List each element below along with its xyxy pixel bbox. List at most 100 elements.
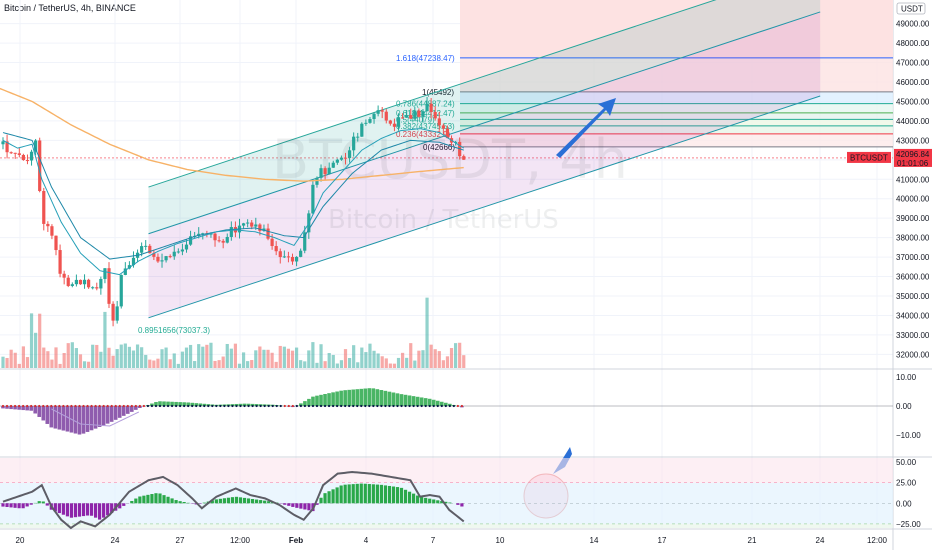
- macd-histogram-bar: [101, 406, 106, 426]
- time-tick-label: 12:00: [230, 536, 251, 545]
- candle-body: [339, 157, 344, 160]
- macd-dot: [166, 404, 170, 408]
- macd-dot: [215, 404, 218, 408]
- time-tick-label: 12:00: [867, 536, 888, 545]
- osc-histogram-bar: [9, 503, 13, 508]
- macd-dot: [299, 404, 302, 408]
- macd-histogram-bar: [351, 389, 356, 406]
- candle-body: [380, 110, 384, 112]
- macd-dot: [384, 404, 387, 408]
- macd-histogram-bar: [81, 406, 86, 434]
- volume-bar: [115, 349, 119, 368]
- osc-histogram-bar: [319, 497, 323, 504]
- macd-histogram-bar: [33, 406, 38, 414]
- chart-header-title: Bitcoin / TetherUS, 4h, BINANCE: [4, 3, 136, 13]
- macd-dot: [38, 404, 41, 408]
- macd-histogram-bar: [73, 406, 78, 434]
- macd-dot: [62, 404, 65, 408]
- volume-bar: [9, 349, 13, 368]
- price-tick-label: 46000.00: [896, 78, 930, 87]
- macd-dot: [408, 404, 411, 408]
- time-tick-label: 4: [364, 536, 369, 545]
- volume-bar: [62, 353, 66, 368]
- osc-histogram-bar: [343, 484, 347, 504]
- candle-body: [250, 222, 254, 227]
- candle-body: [111, 303, 115, 321]
- candle-body: [95, 287, 99, 289]
- candle-body: [217, 240, 221, 242]
- candle-body: [299, 250, 303, 257]
- osc-histogram-bar: [391, 486, 396, 504]
- fibonacci-retracement: 1.618(47238.47)1(45492)0.786(44887.24)0.…: [0, 0, 893, 335]
- candle-body: [286, 256, 291, 258]
- osc-histogram-bar: [81, 503, 86, 517]
- macd-dot: [74, 404, 77, 408]
- volume-bar: [347, 358, 352, 368]
- volume-bar: [82, 361, 87, 368]
- macd-histogram-bar: [202, 403, 207, 406]
- candle-body: [282, 256, 286, 258]
- candle-body: [58, 250, 62, 274]
- macd-dot: [348, 404, 351, 408]
- volume-bar: [388, 363, 392, 368]
- macd-dot: [303, 404, 307, 408]
- candle-body: [441, 125, 445, 129]
- macd-dot: [78, 404, 81, 408]
- macd-dot: [5, 404, 9, 408]
- osc-histogram-bar: [291, 503, 295, 507]
- macd-dot: [251, 404, 254, 408]
- macd-histogram-bar: [367, 388, 372, 406]
- macd-histogram-bar: [57, 406, 62, 430]
- macd-histogram-bar: [49, 406, 54, 428]
- macd-histogram-bar: [375, 389, 380, 406]
- time-tick-label: Feb: [289, 536, 303, 545]
- macd-dot: [356, 404, 359, 408]
- symbol-tag: [847, 151, 891, 163]
- macd-histogram-bar: [448, 403, 452, 406]
- watermark-name: Bitcoin / TetherUS: [328, 205, 559, 235]
- candle-body: [413, 110, 417, 119]
- macd-dot: [118, 404, 121, 408]
- volume-bar: [156, 358, 160, 368]
- osc-histogram-bar: [69, 503, 74, 518]
- countdown-value: 01:01:06: [897, 159, 929, 168]
- volume-bar: [384, 358, 388, 368]
- macd-dot: [352, 404, 355, 408]
- macd-dot: [130, 404, 133, 408]
- macd-histogram-bar: [182, 402, 186, 406]
- macd-histogram-bar: [315, 395, 319, 406]
- volume-bar: [233, 343, 238, 368]
- macd-histogram-bar: [427, 398, 432, 406]
- fib-bottom-label: 0.8951656(73037.3): [138, 326, 210, 335]
- volume-bar: [437, 351, 441, 368]
- macd-dot: [283, 404, 286, 408]
- macd-histogram-bar: [303, 401, 307, 406]
- price-axis: 49000.00 48000.00 47000.00 46000.00 45000.00…: [847, 2, 932, 529]
- candle-body: [241, 223, 246, 226]
- fib-zone: [460, 125, 893, 134]
- osc-histogram-bar: [162, 495, 166, 504]
- ema-fast-line: [2, 128, 465, 276]
- volume-bar: [184, 347, 189, 368]
- macd-histogram-bar: [343, 390, 347, 406]
- macd-dot: [420, 404, 423, 408]
- price-tick-label: 33000.00: [896, 331, 930, 340]
- volume-bar: [107, 347, 111, 368]
- volume-bar: [400, 352, 405, 368]
- osc-histogram-bar: [170, 498, 174, 504]
- volume-bar: [303, 361, 307, 368]
- macd-dot: [412, 404, 415, 408]
- candle-body: [368, 119, 372, 123]
- macd-histogram-bar: [387, 391, 392, 406]
- volume-bar: [17, 363, 21, 368]
- volume-bar: [135, 344, 140, 368]
- osc-histogram-bar: [37, 501, 41, 504]
- volume-bar: [29, 313, 34, 368]
- macd-dot: [315, 404, 319, 408]
- candle-body: [172, 251, 176, 257]
- macd-histogram-bar: [109, 406, 114, 422]
- macd-histogram-bar: [21, 406, 25, 411]
- volume-bar: [441, 360, 445, 368]
- osc-histogram-bar: [363, 483, 367, 504]
